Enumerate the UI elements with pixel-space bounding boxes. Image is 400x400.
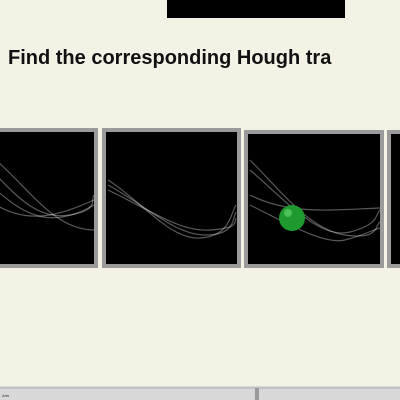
curve xyxy=(249,194,381,211)
pointer-ball xyxy=(279,205,305,231)
curve xyxy=(107,184,237,236)
pointer-highlight xyxy=(284,209,292,217)
panel-2[interactable] xyxy=(102,128,241,268)
panel-frame xyxy=(244,130,384,268)
panel-frame xyxy=(0,128,98,268)
top-bar xyxy=(167,0,345,18)
panel-frame xyxy=(102,128,241,268)
curve xyxy=(0,162,95,231)
floor-bar xyxy=(0,386,400,400)
curve xyxy=(0,178,95,217)
curve xyxy=(107,189,237,231)
curve xyxy=(249,169,381,234)
floor-post xyxy=(255,388,259,400)
curve xyxy=(0,192,95,219)
panel-3[interactable] xyxy=(244,130,384,268)
panel-4[interactable] xyxy=(387,130,400,268)
panel-1[interactable] xyxy=(0,128,98,268)
panel-frame xyxy=(387,130,400,268)
curve xyxy=(107,179,237,239)
curve xyxy=(0,199,95,217)
curve xyxy=(249,159,381,237)
title: Find the corresponding Hough tra xyxy=(8,47,332,69)
footer-label: Arts xyxy=(2,393,9,398)
